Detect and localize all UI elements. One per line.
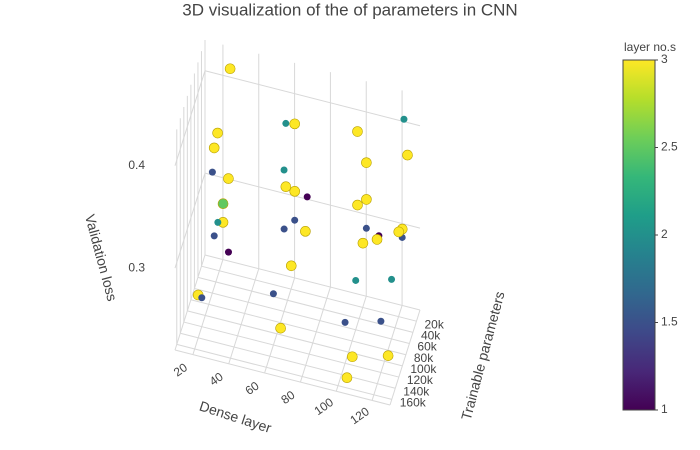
x-axis-title: Dense layer <box>197 398 273 436</box>
data-point <box>223 173 234 184</box>
x-tick-label: 20 <box>171 360 190 379</box>
data-point <box>393 226 405 238</box>
data-point <box>289 118 301 130</box>
data-point <box>400 115 408 123</box>
z-grid-line <box>204 172 421 229</box>
data-point <box>388 275 396 283</box>
data-point <box>341 318 349 326</box>
y-tick-label: 40k <box>421 329 441 343</box>
x-tick-label: 40 <box>207 369 226 388</box>
data-point <box>352 276 360 284</box>
z-grid-line <box>204 70 421 127</box>
data-point <box>212 127 223 139</box>
y-grid-line <box>187 310 403 367</box>
colorbar-tick-label: 1.5 <box>661 315 678 329</box>
data-point <box>198 294 206 302</box>
data-point <box>377 317 385 325</box>
y-tick-label: 20k <box>424 317 444 331</box>
axis-line <box>389 309 421 406</box>
y-grid-line <box>201 265 417 322</box>
x-grid-line <box>228 268 260 364</box>
z-grid-line <box>174 172 206 269</box>
data-point <box>210 232 218 240</box>
z-grid-line <box>174 70 206 166</box>
data-point <box>341 372 353 384</box>
data-point <box>208 142 220 154</box>
data-point <box>208 168 216 176</box>
data-point <box>275 322 286 334</box>
data-point <box>269 290 277 298</box>
data-point <box>352 199 363 211</box>
colorbar-tick-label: 2 <box>661 227 668 241</box>
data-point <box>346 351 358 363</box>
colorbar-tick-label: 1 <box>661 402 668 416</box>
y-grid-line <box>197 276 414 333</box>
colorbar-tick-label: 2.5 <box>661 140 678 154</box>
data-point <box>280 166 288 174</box>
data-point <box>303 193 311 201</box>
data-point <box>357 237 369 249</box>
z-tick-label: 0.4 <box>128 158 145 172</box>
data-point <box>282 119 290 127</box>
data-point <box>280 225 288 233</box>
y-grid-line <box>194 288 410 345</box>
x-grid-line <box>335 296 367 392</box>
x-tick-label: 60 <box>243 378 262 397</box>
y-tick-label: 120k <box>407 373 434 387</box>
data-point <box>289 186 301 197</box>
y-tick-label: 100k <box>410 362 437 376</box>
y-grid-line <box>183 321 399 378</box>
y-tick-label: 140k <box>403 384 430 398</box>
data-point <box>371 234 383 245</box>
data-point <box>280 181 292 193</box>
x-tick-label: 100 <box>312 395 337 418</box>
data-point <box>352 126 363 137</box>
data-point <box>382 350 394 361</box>
data-point <box>214 218 222 226</box>
data-point <box>224 63 236 75</box>
chart-title: 3D visualization of the of parameters in… <box>182 0 517 19</box>
data-point <box>402 149 413 161</box>
colorbar-tick-label: 3 <box>661 52 668 66</box>
x-grid-line <box>299 286 331 383</box>
z-axis-title: Validation loss <box>82 212 121 302</box>
axis-line <box>174 349 391 406</box>
axis-line <box>204 254 421 311</box>
y-axis-title: Trainable parameters <box>458 290 508 422</box>
x-tick-label: 80 <box>278 388 297 407</box>
data-point <box>300 226 311 237</box>
z-tick-label: 0.3 <box>128 260 145 274</box>
y-tick-label: 80k <box>414 351 434 365</box>
data-point <box>362 224 370 232</box>
data-point <box>291 216 299 224</box>
y-grid-line <box>180 332 396 389</box>
y-tick-label: 160k <box>400 396 427 410</box>
axis-line <box>174 254 206 351</box>
x-tick-label: 120 <box>347 404 372 427</box>
y-grid-line <box>190 299 407 356</box>
y-grid-line <box>176 343 392 400</box>
colorbar <box>622 59 656 411</box>
data-point <box>217 198 229 210</box>
y-tick-label: 60k <box>417 340 437 354</box>
data-point <box>224 248 232 256</box>
colorbar-title: layer no.s <box>624 40 676 54</box>
x-grid-line <box>192 259 224 355</box>
data-point <box>285 260 297 272</box>
data-point <box>361 194 372 205</box>
data-point <box>361 157 372 168</box>
